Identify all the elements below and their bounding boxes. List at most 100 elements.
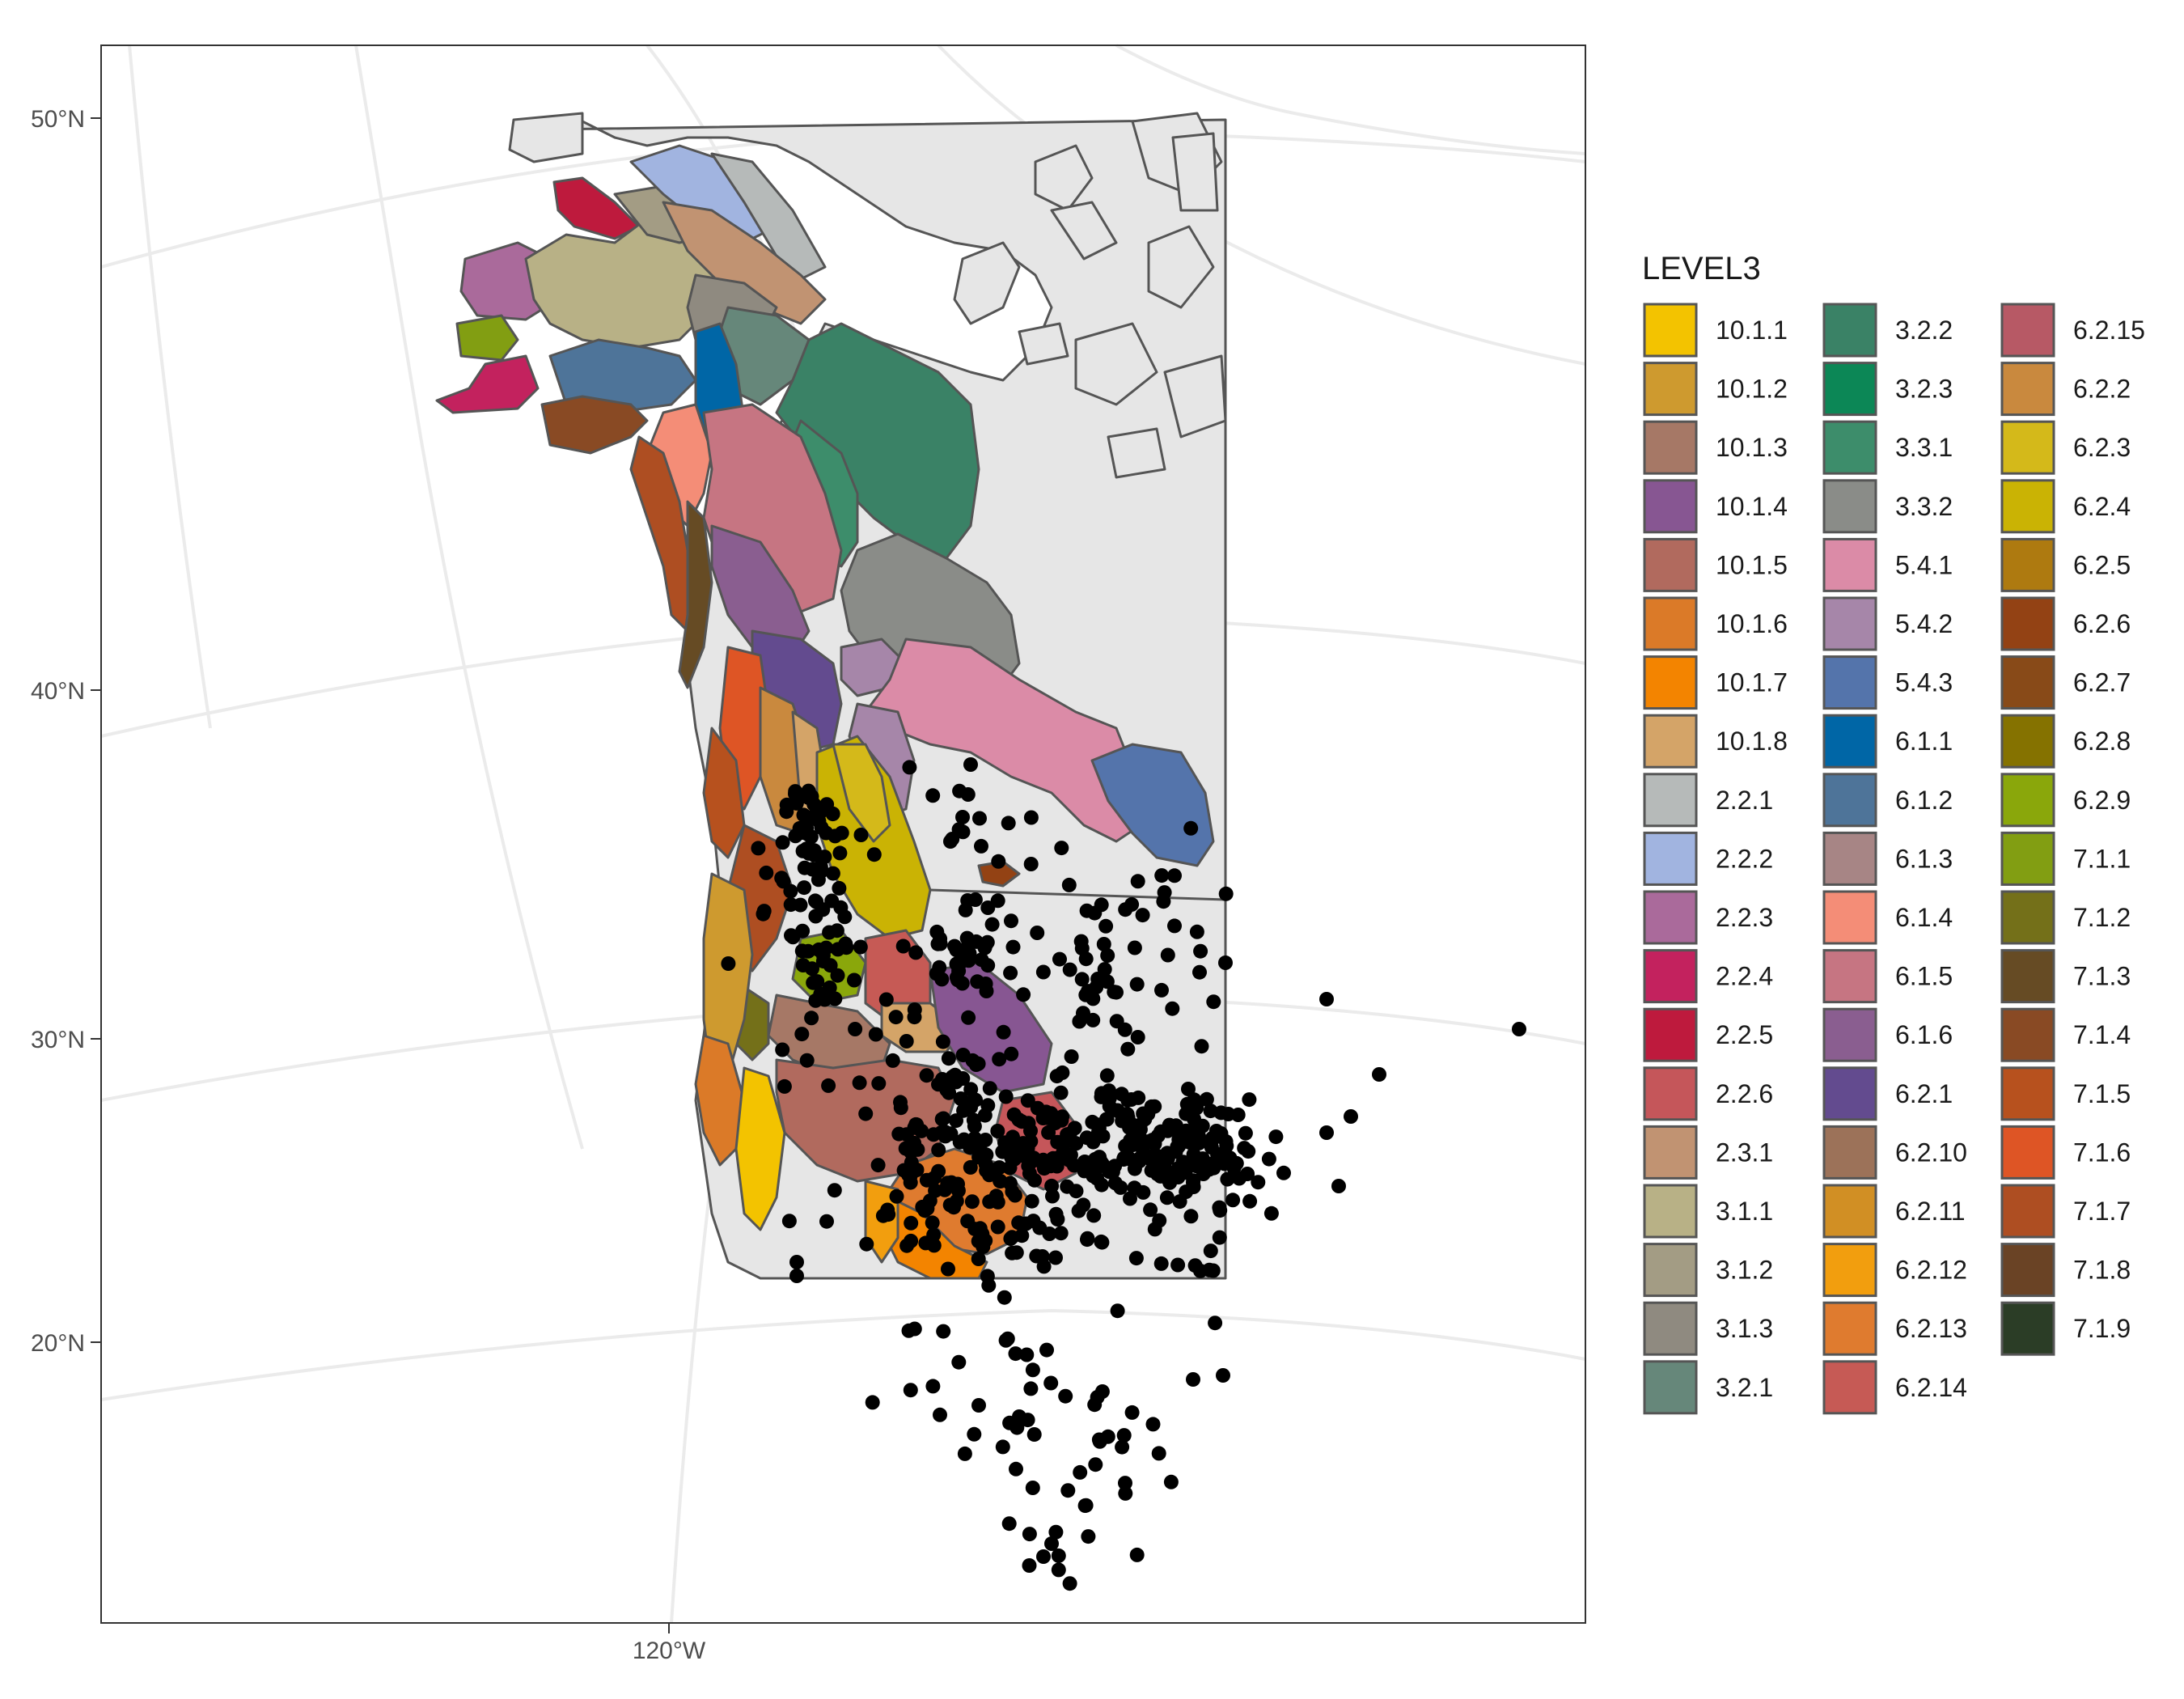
observation-point (1105, 1161, 1120, 1176)
observation-point (1036, 1549, 1051, 1564)
observation-point (1110, 1303, 1125, 1319)
legend-swatch (1822, 949, 1877, 1004)
observation-point (1055, 1109, 1070, 1125)
observation-point (819, 1214, 834, 1229)
observation-point (827, 1183, 842, 1198)
observation-point (933, 1125, 949, 1140)
observation-point (1128, 1125, 1143, 1140)
observation-point (1128, 1251, 1144, 1266)
observation-point (1124, 896, 1140, 912)
observation-point (1157, 1159, 1172, 1175)
observation-point (1094, 1177, 1109, 1193)
observation-point (1100, 948, 1115, 963)
land-island (1034, 144, 1094, 212)
observation-point (910, 1142, 925, 1157)
observation-point (891, 1126, 907, 1142)
ecoregions (435, 144, 1215, 1280)
observation-point (775, 1042, 790, 1057)
observation-point (933, 1407, 947, 1422)
legend-label: 6.2.4 (2073, 492, 2131, 521)
observation-point (1116, 1150, 1132, 1166)
legend-label: 7.1.6 (2073, 1138, 2131, 1167)
legend-label: 10.1.6 (1716, 609, 1788, 638)
observation-point (1073, 1464, 1088, 1480)
legend-swatch (2000, 1066, 2055, 1121)
observation-point (1049, 1069, 1064, 1084)
observation-point (1022, 1558, 1037, 1573)
y-axis: 50°N 40°N 30°N 20°N (31, 106, 101, 1357)
legend-swatch (2000, 479, 2055, 534)
legend-label: 6.2.9 (2073, 786, 2131, 815)
observation-point (817, 992, 832, 1007)
graticule-line (1115, 44, 1586, 155)
observation-point (1194, 1039, 1209, 1054)
observation-point (918, 1235, 933, 1251)
legend-swatch (1643, 1360, 1698, 1415)
observation-point (1218, 955, 1233, 970)
observation-point (990, 893, 1005, 909)
legend-label: 7.1.4 (2073, 1020, 2131, 1049)
observation-point (997, 1290, 1012, 1305)
observation-point (998, 1089, 1014, 1104)
observation-point (907, 1002, 922, 1017)
legend-label: 6.2.2 (2073, 375, 2131, 404)
observation-point (1098, 918, 1114, 934)
observation-point (1009, 1245, 1024, 1260)
observation-point (960, 893, 976, 908)
observation-point (1099, 974, 1115, 989)
observation-point (1213, 1126, 1229, 1141)
legend-swatch (1822, 362, 1877, 417)
observation-point (817, 850, 832, 865)
observation-point (1043, 1375, 1059, 1391)
region-7.1.4 (540, 395, 649, 455)
observation-point (1102, 1091, 1117, 1106)
legend-swatch (1822, 596, 1877, 651)
observation-point (952, 1134, 967, 1150)
observation-point (1131, 1090, 1146, 1105)
observation-point (1183, 1209, 1199, 1224)
observation-point (783, 897, 798, 913)
legend-label: 6.2.3 (2073, 433, 2131, 462)
observation-point (904, 1215, 919, 1231)
observation-point (1118, 1476, 1132, 1491)
observation-point (1060, 1179, 1075, 1194)
observation-point (949, 970, 964, 985)
observation-point (781, 1214, 797, 1229)
observation-point (865, 1395, 880, 1410)
observation-point (756, 906, 771, 922)
observation-point (1241, 1144, 1256, 1159)
legend-swatch (1643, 949, 1698, 1004)
legend-label: 6.1.4 (1895, 903, 1953, 932)
observation-point (1069, 1136, 1084, 1151)
observation-point (1077, 1498, 1093, 1513)
observation-point (1060, 1483, 1076, 1498)
legend-label: 7.1.1 (2073, 844, 2131, 873)
observation-point (1162, 1117, 1177, 1133)
observation-point (1060, 1127, 1075, 1142)
legend-swatch (2000, 362, 2055, 417)
legend-swatch (1822, 714, 1877, 769)
legend-swatch (1643, 596, 1698, 651)
observation-point (1052, 951, 1067, 967)
observation-point (1163, 1474, 1179, 1489)
observation-point (957, 1446, 972, 1461)
observation-point (827, 828, 843, 844)
observation-point (1011, 1215, 1026, 1231)
observation-point (1181, 1082, 1196, 1096)
observation-point (1170, 1257, 1186, 1273)
observation-point (795, 923, 811, 938)
observation-point (1016, 987, 1031, 1002)
observation-point (1003, 965, 1018, 981)
observation-point (908, 945, 924, 960)
legend-label: 6.1.5 (1895, 962, 1953, 991)
observation-point (795, 843, 811, 858)
observation-point (859, 1236, 874, 1252)
observation-point (1242, 1092, 1257, 1108)
observation-point (870, 1158, 886, 1173)
observation-point (1094, 1384, 1110, 1399)
observation-point (1179, 1184, 1194, 1200)
observation-point (931, 1142, 946, 1158)
graticule-line (100, 1308, 1586, 1401)
observation-point (1048, 1250, 1063, 1265)
land-island (1107, 427, 1166, 479)
